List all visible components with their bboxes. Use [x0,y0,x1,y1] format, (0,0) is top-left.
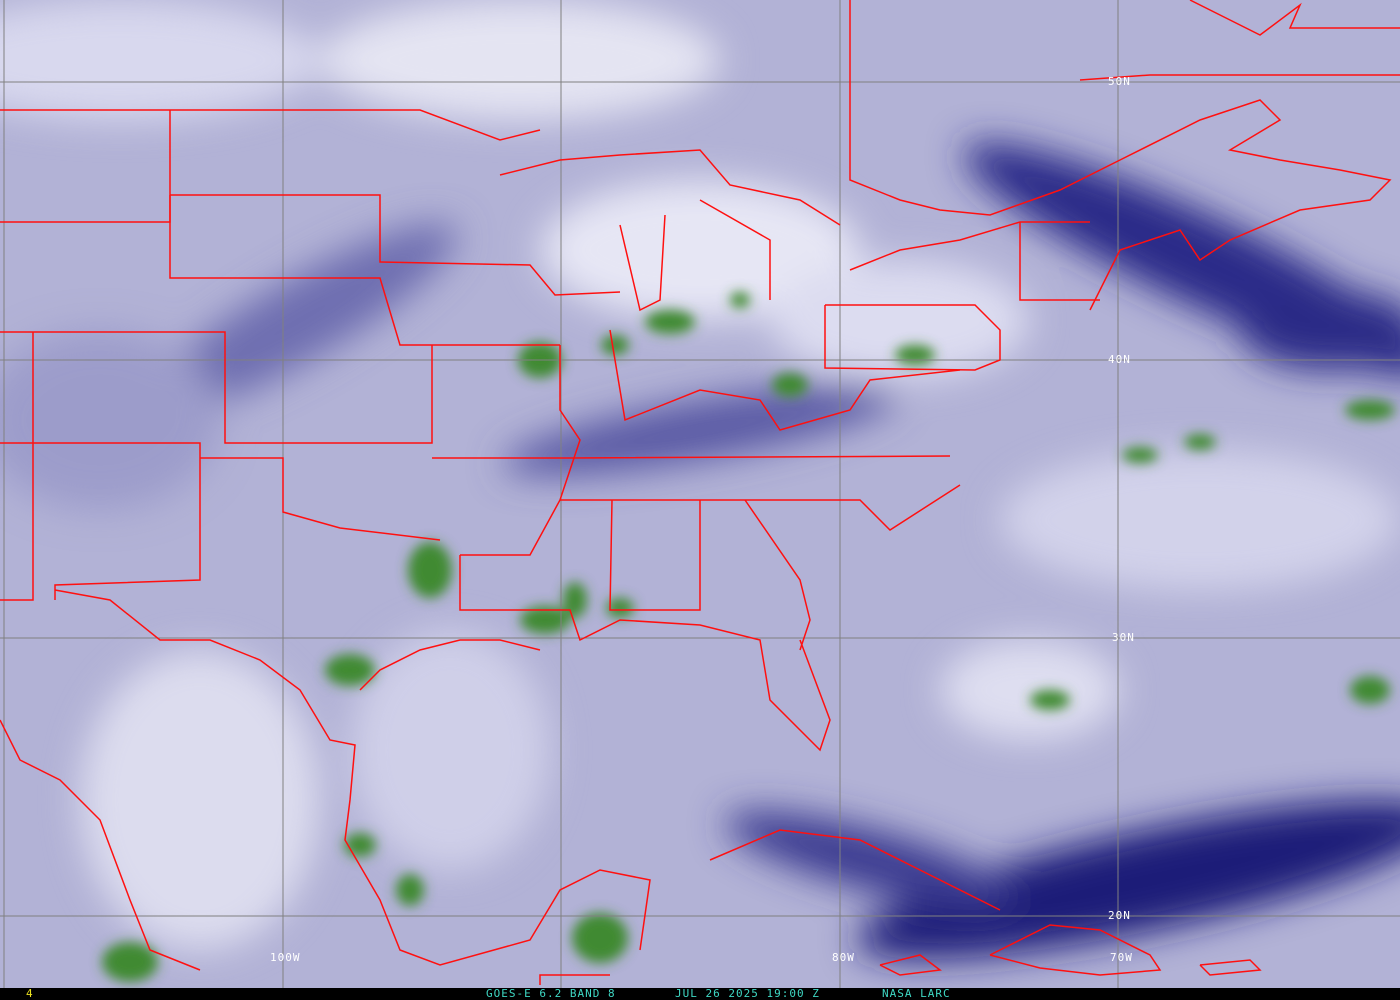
satellite-name: GOES-E [486,987,532,1000]
lat-label-50n: 50N [1108,75,1131,88]
moisture-cells [102,292,1395,982]
lat-label-40n: 40N [1108,353,1131,366]
lon-label-100w: 100W [270,951,301,964]
frame-number: 4 [26,987,33,1000]
lon-label-80w: 80W [832,951,855,964]
lat-label-20n: 20N [1108,909,1131,922]
image-datetime: JUL 26 2025 19:00 Z [675,987,820,1000]
lat-label-30n: 30N [1112,631,1135,644]
satellite-channel: GOES-E 6.2 BAND 8 [486,987,616,1000]
image-source: NASA LARC [882,987,951,1000]
lon-label-70w: 70W [1110,951,1133,964]
caption-bar: 4 GOES-E 6.2 BAND 8 JUL 26 2025 19:00 Z … [0,987,1400,1000]
channel-name: 6.2 BAND 8 [539,987,616,1000]
